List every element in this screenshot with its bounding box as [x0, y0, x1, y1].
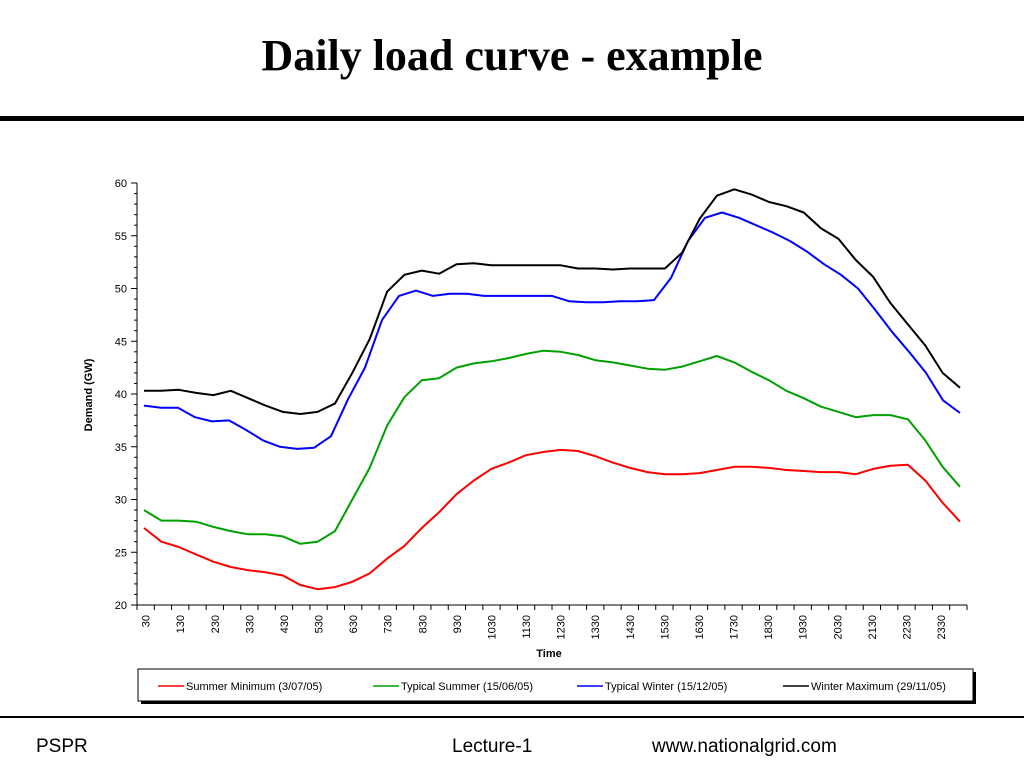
y-tick-label: 40: [115, 389, 127, 401]
x-tick-label: 330: [244, 615, 256, 633]
x-tick-label: 1730: [729, 615, 741, 639]
x-tick-label: 730: [383, 615, 395, 633]
x-axis-title: Time: [536, 648, 561, 660]
x-tick-label: 2030: [832, 615, 844, 639]
x-tick-label: 2330: [936, 615, 948, 639]
series-line-1: [143, 349, 961, 545]
x-tick-label: 630: [348, 615, 360, 633]
y-tick-label: 25: [115, 547, 127, 559]
series-line-0: [143, 448, 961, 591]
x-tick-label: 1330: [590, 615, 602, 639]
x-tick-label: 1830: [763, 615, 775, 639]
legend-label: Winter Maximum (29/11/05): [811, 681, 946, 693]
series-lines: [143, 188, 961, 591]
x-tick-label: 930: [452, 615, 464, 633]
x-axis: 30 130 230 330 430 530 630 730 830 930 1030 1130 123…: [136, 604, 968, 639]
y-axis: 20 25 30 35 40 45 50 55 60: [115, 178, 138, 612]
legend-label: Summer Minimum (3/07/05): [186, 681, 322, 693]
y-tick-label: 60: [115, 178, 127, 190]
x-tick-label: 30: [141, 615, 153, 627]
y-tick-label: 55: [115, 231, 127, 243]
y-tick-label: 20: [115, 600, 127, 612]
legend: Summer Minimum (3/07/05) Typical Summer (…: [137, 668, 976, 704]
footer-rule: [0, 716, 1024, 718]
footer-website: www.nationalgrid.com: [652, 736, 837, 757]
title-rule: [0, 116, 1024, 121]
x-tick-label: 1530: [659, 615, 671, 639]
y-axis-title: Demand (GW): [83, 358, 95, 431]
x-tick-label: 1030: [486, 615, 498, 639]
x-tick-label: 1230: [556, 615, 568, 639]
slide-title: Daily load curve - example: [261, 31, 763, 80]
x-tick-label: 430: [279, 615, 291, 633]
x-tick-label: 1430: [625, 615, 637, 639]
x-tick-label: 830: [417, 615, 429, 633]
x-tick-label: 2130: [867, 615, 879, 639]
y-tick-label: 35: [115, 442, 127, 454]
x-tick-label: 530: [314, 615, 326, 633]
series-line-3: [144, 188, 961, 415]
y-tick-label: 45: [115, 336, 127, 348]
daily-load-chart: 20 25 30 35 40 45 50 55 60 30 130 230 330 430 530 630 7…: [83, 178, 976, 704]
footer-lecture: Lecture-1: [452, 736, 533, 757]
y-tick-label: 30: [115, 495, 127, 507]
x-tick-label: 1630: [694, 615, 706, 639]
x-tick-label: 1930: [798, 615, 810, 639]
x-tick-label: 130: [175, 615, 187, 633]
x-tick-label: 2230: [901, 615, 913, 639]
footer-course: PSPR: [36, 736, 88, 757]
x-tick-label: 1130: [521, 615, 533, 639]
legend-label: Typical Winter (15/12/05): [605, 681, 727, 693]
legend-box: [137, 668, 974, 702]
y-tick-label: 50: [115, 284, 127, 296]
legend-label: Typical Summer (15/06/05): [401, 681, 533, 693]
series-line-2: [143, 211, 961, 450]
x-tick-label: 230: [210, 615, 222, 633]
